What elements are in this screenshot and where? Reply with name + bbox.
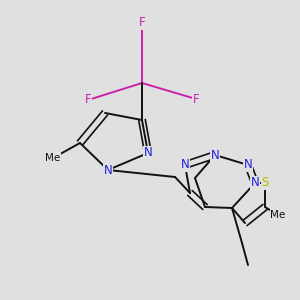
Text: F: F [139,16,145,29]
Text: F: F [193,92,199,106]
Text: Me: Me [270,210,286,220]
Text: F: F [85,94,91,106]
Text: N: N [144,146,152,160]
Text: N: N [103,164,112,176]
Text: N: N [244,158,252,172]
Text: N: N [211,148,219,161]
Text: N: N [250,176,260,190]
Text: N: N [181,158,189,172]
Text: Me: Me [45,153,61,163]
Text: S: S [261,176,269,190]
